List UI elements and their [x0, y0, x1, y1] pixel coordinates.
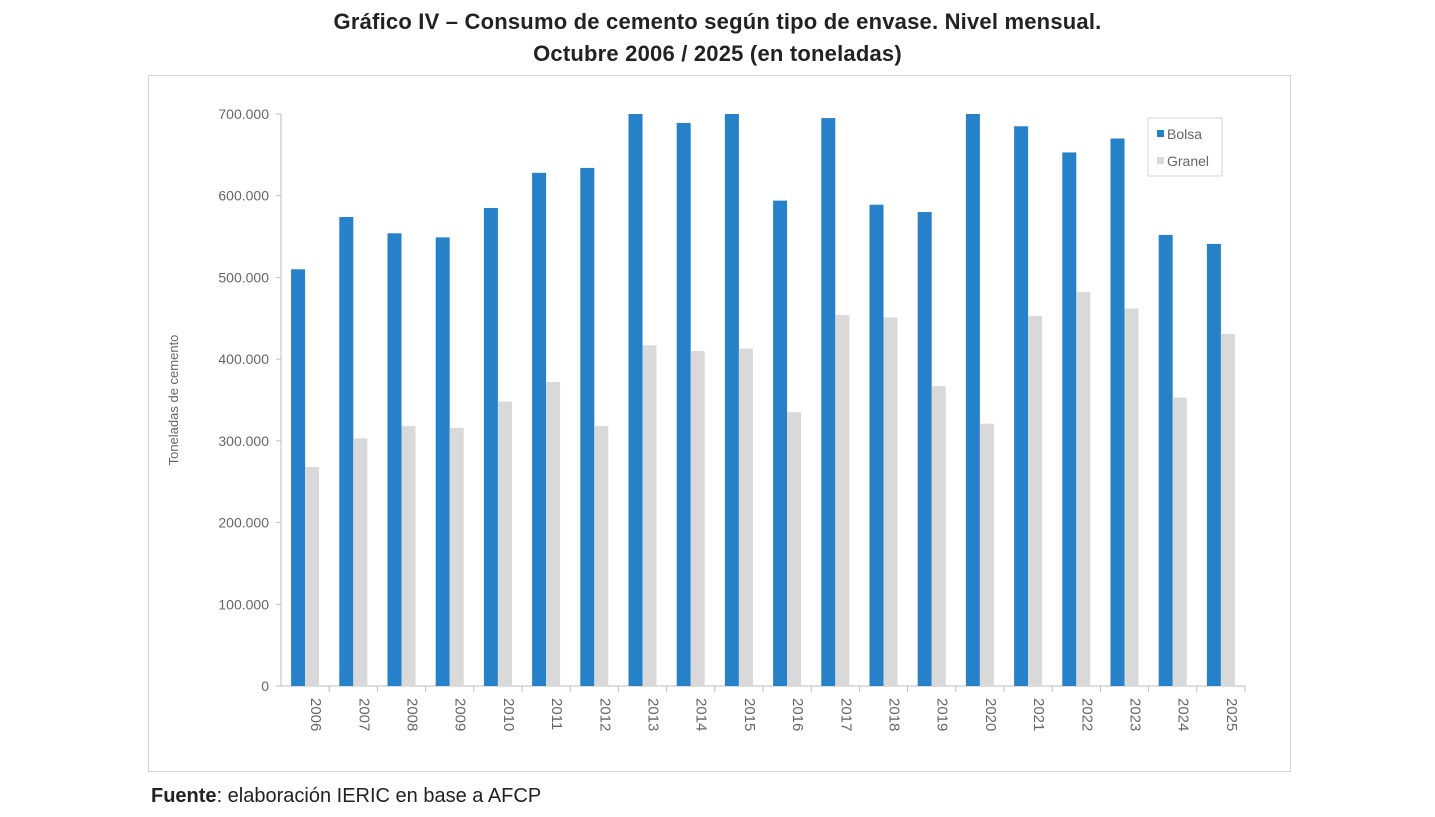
bar-bolsa-2009: [435, 237, 450, 687]
bar-granel-2009: [449, 427, 464, 686]
x-tick-label: 2017: [837, 698, 854, 731]
bar-bolsa-2024: [1158, 234, 1173, 687]
x-tick-label: 2012: [596, 698, 613, 731]
x-tick-label: 2023: [1127, 698, 1144, 731]
legend-label-granel: Granel: [1167, 153, 1209, 169]
x-tick-label: 2014: [693, 698, 710, 731]
bar-bolsa-2022: [1062, 152, 1077, 687]
x-tick-label: 2025: [1223, 698, 1240, 731]
legend-swatch-bolsa: [1157, 130, 1164, 137]
chart-title-line1: Gráfico IV – Consumo de cemento según ti…: [333, 9, 1102, 34]
x-tick-label: 2007: [355, 698, 372, 731]
bar-granel-2023: [1124, 308, 1139, 686]
x-tick-label: 2016: [789, 698, 806, 731]
bar-granel-2010: [497, 401, 512, 686]
y-tick-label: 700.000: [218, 106, 269, 122]
y-tick-label: 600.000: [218, 188, 269, 204]
x-tick-label: 2019: [934, 698, 951, 731]
bar-granel-2008: [401, 426, 416, 686]
x-tick-label: 2006: [307, 698, 324, 731]
x-tick-label: 2015: [741, 698, 758, 731]
y-tick-label: 200.000: [218, 515, 269, 531]
bar-granel-2024: [1172, 397, 1187, 686]
bar-bolsa-2013: [628, 114, 643, 686]
x-tick-label: 2013: [645, 698, 662, 731]
bar-bolsa-2021: [1014, 126, 1029, 686]
bar-granel-2021: [1028, 315, 1043, 686]
chart-frame: [148, 75, 1291, 772]
bar-granel-2016: [787, 412, 802, 686]
y-tick-label: 0: [261, 678, 269, 694]
bar-bolsa-2017: [821, 118, 836, 687]
bar-granel-2017: [835, 315, 850, 686]
x-tick-label: 2008: [404, 698, 421, 731]
bar-granel-2015: [738, 348, 753, 686]
legend-box: [1147, 117, 1223, 177]
chart-title-line2: Octubre 2006 / 2025 (en toneladas): [533, 41, 902, 66]
y-tick-label: 400.000: [218, 351, 269, 367]
bar-bolsa-2025: [1206, 243, 1221, 686]
bar-granel-2013: [642, 345, 657, 686]
x-tick-label: 2020: [982, 698, 999, 731]
bar-bolsa-2012: [580, 167, 595, 687]
x-tick-label: 2010: [500, 698, 517, 731]
x-tick-label: 2024: [1175, 698, 1192, 731]
bar-bolsa-2019: [917, 212, 932, 687]
bar-bolsa-2006: [291, 269, 306, 686]
bar-bolsa-2014: [676, 122, 691, 686]
bar-granel-2012: [594, 426, 609, 686]
bar-bolsa-2020: [965, 114, 980, 686]
bar-granel-2014: [690, 350, 705, 686]
y-tick-label: 100.000: [218, 596, 269, 612]
bar-bolsa-2011: [532, 172, 547, 686]
bar-bolsa-2016: [773, 200, 788, 687]
bar-granel-2018: [883, 317, 898, 686]
y-tick-label: 500.000: [218, 269, 269, 285]
source-text: : elaboración IERIC en base a AFCP: [216, 785, 542, 807]
bar-bolsa-2023: [1110, 138, 1125, 686]
x-tick-label: 2021: [1030, 698, 1047, 731]
bar-bolsa-2018: [869, 204, 884, 686]
bar-granel-2019: [931, 386, 946, 686]
bar-granel-2007: [353, 438, 368, 686]
legend-swatch-granel: [1157, 157, 1164, 164]
bar-bolsa-2008: [387, 233, 402, 686]
bar-bolsa-2010: [483, 207, 498, 686]
source-label: Fuente: [151, 785, 217, 807]
x-tick-label: 2011: [548, 698, 565, 730]
legend-label-bolsa: Bolsa: [1167, 126, 1202, 142]
y-axis-title: Toneladas de cemento: [166, 335, 181, 466]
bar-bolsa-2015: [724, 114, 739, 686]
bar-granel-2025: [1220, 333, 1235, 686]
y-tick-label: 300.000: [218, 433, 269, 449]
x-tick-label: 2009: [452, 698, 469, 731]
x-tick-label: 2022: [1078, 698, 1095, 731]
bar-granel-2022: [1076, 292, 1091, 686]
x-tick-label: 2018: [886, 698, 903, 731]
bar-granel-2020: [979, 423, 994, 686]
bar-bolsa-2007: [339, 216, 354, 686]
bar-granel-2006: [305, 467, 320, 686]
bar-granel-2011: [546, 382, 561, 686]
source-note: Fuente: elaboración IERIC en base a AFCP: [151, 785, 541, 808]
